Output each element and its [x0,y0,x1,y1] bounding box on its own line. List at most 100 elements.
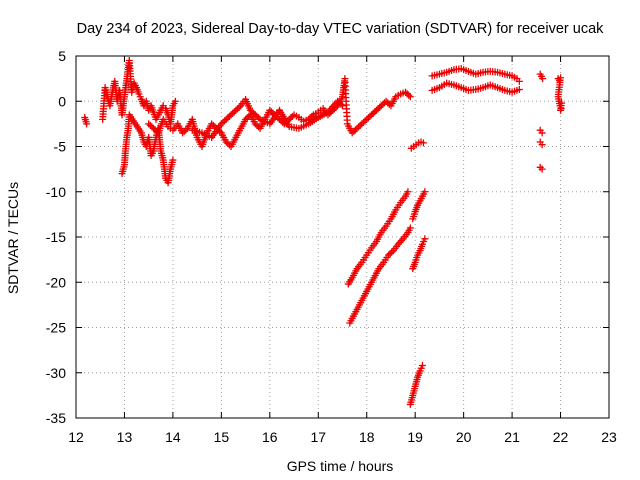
data-point [386,250,394,258]
series-segment [81,114,91,128]
data-point [225,112,233,120]
y-axis: 5 0 -5 -10 -15 -20 -25 -30 -35 [46,48,609,426]
series-segment [145,75,414,150]
y-axis-label: SDTVAR / TECUs [5,182,21,294]
data-point [182,126,190,134]
chart-title: Day 234 of 2023, Sidereal Day-to-day VTE… [77,21,605,37]
y-tick-label: -10 [46,184,66,200]
x-tick-label: 13 [117,429,133,445]
data-point [235,103,243,111]
data-point [421,235,429,243]
data-point [361,117,369,125]
data-point [267,108,275,116]
data-point [364,114,372,122]
data-point [515,77,523,85]
x-tick-label: 16 [262,429,278,445]
data-point [253,112,261,120]
y-tick-label: -20 [46,274,66,290]
series-segment [554,74,566,114]
data-point [401,88,409,96]
x-tick-label: 12 [68,429,84,445]
data-point [287,114,295,122]
y-tick-label: -15 [46,229,66,245]
data-point [217,120,225,128]
data-point [169,156,177,164]
data-point [253,121,261,129]
x-axis-label: GPS time / hours [287,458,394,474]
data-point [171,97,179,105]
x-tick-label: 21 [504,429,520,445]
x-tick-label: 20 [456,429,472,445]
data-point [538,165,546,173]
data-point [348,129,356,137]
data-point [243,114,251,122]
series-segment [407,138,427,152]
data-point [538,141,546,149]
series-segment [536,126,546,137]
series-segment [536,163,546,173]
series-segment [409,235,429,273]
data-point [353,124,361,132]
y-tick-label: 0 [58,93,66,109]
data-point [224,139,232,147]
x-tick-label: 19 [407,429,423,445]
data-point [251,120,259,128]
x-tick-label: 18 [359,429,375,445]
data-point [419,139,427,147]
data-point [151,126,159,134]
data-point [83,120,91,128]
series-segment [536,138,546,149]
grid [76,56,609,418]
data-point [405,91,413,99]
data-point [209,121,217,129]
data-point [379,100,387,108]
data-point [221,117,229,125]
data-markers [81,57,566,408]
data-point [418,362,426,370]
data-point [538,129,546,137]
data-point [227,111,235,119]
data-point [276,115,284,123]
data-point [351,126,359,134]
data-point [421,188,429,196]
data-point [558,99,566,107]
data-point [368,111,376,119]
data-point [234,105,242,113]
data-point [251,111,259,119]
y-tick-label: -5 [54,139,67,155]
data-point [179,129,187,137]
y-tick-label: -30 [46,365,66,381]
data-point [377,102,385,110]
data-point [334,97,342,105]
data-point [232,106,240,114]
data-point [229,109,237,117]
data-point [382,97,390,105]
data-point [356,121,364,129]
data-point [371,108,379,116]
data-point [248,108,256,116]
data-point [145,120,153,128]
data-point [406,224,414,232]
data-point [385,251,393,259]
data-point [372,106,380,114]
data-point [146,121,154,129]
series-segment [536,70,547,83]
series-segment [428,65,523,85]
series-segment [344,188,412,288]
data-point [180,127,188,135]
data-point [222,138,230,146]
series-segment [188,95,346,141]
data-point [363,115,371,123]
y-tick-label: -25 [46,320,66,336]
y-tick-label: -35 [46,410,66,426]
data-point [358,120,366,128]
data-point [404,188,412,196]
data-point [242,115,250,123]
data-point [224,114,232,122]
data-point [355,123,363,131]
data-point [350,127,358,135]
data-point [374,105,382,113]
data-point [337,100,345,108]
data-point [208,120,216,128]
